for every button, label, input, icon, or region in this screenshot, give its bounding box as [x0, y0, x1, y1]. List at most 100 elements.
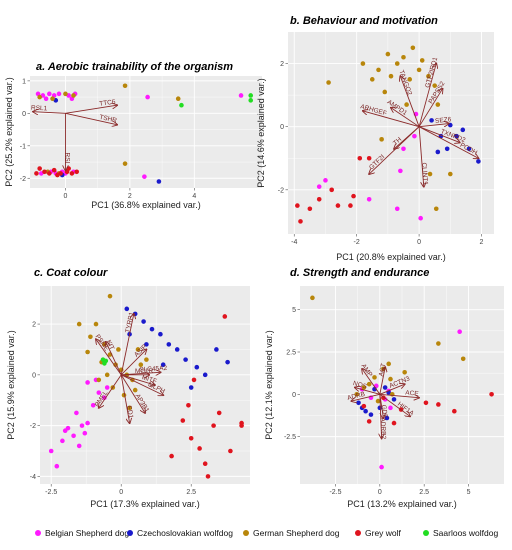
data-point: [448, 171, 453, 177]
data-point: [351, 193, 356, 199]
legend: Belgian Shepherd dog Czechoslovakian wolf…: [35, 528, 498, 538]
data-point: [416, 67, 422, 73]
loading-arrow: [121, 374, 155, 385]
loading-arrow: [65, 112, 117, 124]
data-point: [435, 149, 441, 155]
legend-label: Belgian Shepherd dog: [45, 528, 129, 538]
loading-label: AGT: [378, 363, 387, 377]
data-point: [211, 423, 216, 428]
data-point: [222, 314, 228, 319]
data-point: [144, 342, 149, 347]
data-point: [386, 361, 391, 367]
data-point: [145, 94, 150, 100]
data-point: [34, 171, 39, 176]
data-point: [238, 93, 244, 98]
data-point: [361, 385, 367, 390]
data-point: [122, 161, 128, 166]
loading-label: SEZ6: [435, 116, 452, 125]
data-point: [90, 403, 96, 408]
data-point: [214, 347, 219, 352]
data-point: [76, 443, 82, 449]
x-axis-label: PC1 (13.2% explained var.): [347, 499, 457, 509]
loading-label: GDF: [380, 404, 389, 419]
tick-label-x: -2.5: [329, 489, 341, 496]
legend-label: German Shepherd dog: [253, 528, 340, 538]
data-point: [366, 196, 372, 202]
data-point: [418, 215, 423, 221]
loading-label: TYRP1: [124, 311, 135, 333]
data-point: [410, 45, 416, 51]
data-point: [132, 387, 138, 393]
legend-marker: [243, 530, 249, 536]
data-point: [74, 169, 80, 175]
data-point: [326, 80, 331, 85]
tick-label-x: 0: [63, 193, 67, 200]
loading-label: CLINT1: [420, 162, 429, 185]
data-point: [404, 102, 409, 107]
data-point: [248, 98, 254, 103]
tick-label-y: 2.5: [286, 350, 296, 357]
loading-arrow: [379, 384, 405, 395]
data-point: [295, 203, 300, 208]
tick-label-y: 1: [22, 78, 26, 85]
tick-label-y: 2: [280, 61, 284, 68]
data-point: [382, 385, 388, 390]
data-point: [63, 91, 68, 97]
data-point: [385, 51, 391, 57]
plot-background: [288, 32, 494, 234]
data-point: [43, 96, 49, 102]
tick-label-x: 5: [467, 489, 471, 496]
x-axis-label: PC1 (17.3% explained var.): [90, 499, 200, 509]
data-point: [156, 179, 162, 184]
loading-arrow: [369, 126, 420, 174]
data-point: [368, 412, 374, 417]
data-point: [369, 77, 375, 82]
data-point: [360, 61, 366, 66]
loading-arrow: [33, 112, 66, 114]
data-point: [54, 463, 60, 469]
data-point: [50, 96, 55, 102]
data-point: [356, 400, 361, 406]
data-point: [402, 370, 407, 375]
data-point: [366, 419, 372, 424]
loading-arrow: [121, 374, 163, 395]
data-point: [376, 67, 381, 73]
data-point: [357, 155, 363, 161]
loading-arrow: [120, 374, 145, 413]
data-point: [323, 178, 328, 183]
data-point: [216, 410, 222, 416]
data-point: [127, 405, 132, 411]
loading-arrow: [379, 394, 384, 418]
loading-arrow: [120, 374, 129, 423]
data-point: [436, 402, 441, 407]
data-point: [169, 453, 174, 459]
data-point: [335, 203, 341, 208]
data-point: [179, 102, 184, 108]
data-point: [124, 306, 130, 312]
loading-arrow: [106, 342, 122, 376]
data-point: [298, 219, 303, 224]
data-point: [56, 91, 62, 97]
data-point: [69, 171, 75, 176]
data-point: [93, 321, 99, 327]
data-point: [37, 94, 42, 100]
data-point: [361, 403, 367, 409]
panel-title: c. Coat colour: [34, 267, 108, 279]
panel-b: b. Behaviour and motivation -4 -2 0 2 -2 0 2 PC1…: [256, 15, 494, 262]
data-point: [122, 83, 128, 89]
tick-label-y: 0: [22, 111, 26, 118]
data-point: [55, 172, 60, 178]
loading-arrow: [120, 349, 146, 376]
loading-arrow: [418, 64, 436, 127]
data-point: [104, 372, 110, 378]
data-point: [388, 73, 394, 79]
data-point: [489, 392, 494, 397]
legend-marker: [35, 530, 41, 536]
data-point: [466, 146, 472, 152]
data-point: [423, 400, 429, 406]
data-point: [102, 395, 107, 400]
loading-label: TH: [392, 136, 403, 147]
legend-label: Saarloos wolfdog: [433, 528, 498, 538]
data-point: [460, 127, 466, 133]
